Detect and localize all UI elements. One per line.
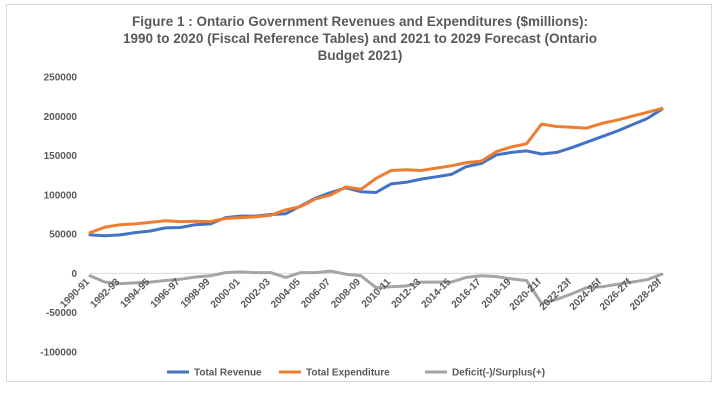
series-line-deficit-surplus [88,269,664,305]
chart-frame: Figure 1 : Ontario Government Revenues a… [6,4,712,382]
y-tick-label: 100000 [44,190,78,201]
chart-title: Figure 1 : Ontario Government Revenues a… [7,13,713,64]
x-tick-label: 1990-91 [58,276,92,310]
y-tick-label: 200000 [44,112,78,123]
x-tick-label: 1998-99 [179,276,213,310]
x-tick-label: 2008-09 [329,276,363,310]
chart-title-line-1: Figure 1 : Ontario Government Revenues a… [131,14,589,29]
series-line-total-revenue [88,107,664,238]
x-tick-label: 2012-13 [390,276,424,310]
x-tick-label: 2006-07 [299,276,333,310]
legend-label: Deficit(-)/Surplus(+) [452,368,545,379]
y-tick-label: 50000 [49,230,77,241]
x-tick-label: 2004-05 [269,276,303,310]
series-line-total-expenditure [88,106,664,235]
legend-label: Total Expenditure [306,368,390,379]
y-tick-label: 150000 [44,151,78,162]
line-chart: -100000 -50000 0 50000 100000 150000 200000 250… [40,73,664,379]
x-tick-label: 2000-01 [209,276,243,310]
x-tick-label: 2010-11 [360,276,394,310]
legend-label: Total Revenue [194,368,262,379]
y-tick-label: -100000 [40,348,77,359]
chart-title-line-2: 1990 to 2020 (Fiscal Reference Tables) a… [123,31,597,46]
y-tick-label: 250000 [44,73,78,84]
y-tick-label: -50000 [46,308,78,319]
chart-title-line-3: Budget 2021) [317,48,403,63]
x-tick-label: 2002-03 [239,276,273,310]
y-tick-label: 0 [71,269,77,280]
